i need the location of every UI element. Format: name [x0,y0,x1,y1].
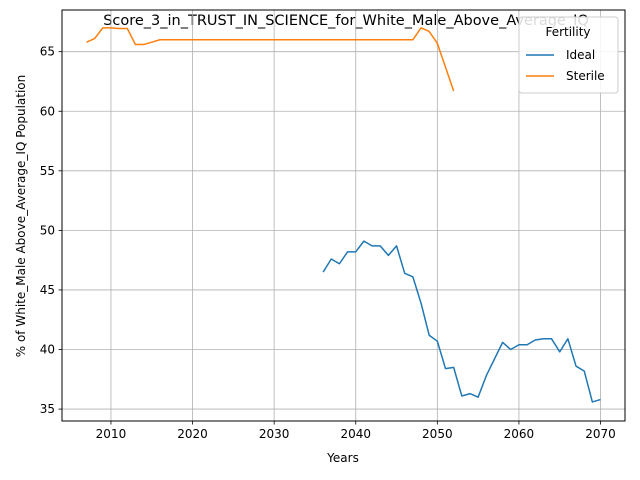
legend-label-ideal: Ideal [566,48,595,62]
x-tick-label: 2030 [259,427,290,441]
legend-label-sterile: Sterile [566,69,605,83]
plot-frame [61,9,626,422]
legend-box [518,16,619,94]
y-tick-label: 50 [40,223,55,237]
series-line-sterile [86,27,455,92]
x-tick-label: 2020 [177,427,208,441]
x-tick-label: 2040 [340,427,371,441]
x-tick-label: 2060 [504,427,535,441]
axis-ticks: 2010 2020 2030 2040 2050 2060 2070 35 40 45 50 55 60… [40,45,616,441]
x-tick-label: 2010 [96,427,127,441]
y-axis-label: % of White_Male Above_Average_IQ Populat… [14,75,28,358]
y-tick-label: 55 [40,164,55,178]
legend: Fertility Ideal Sterile [518,16,619,94]
y-tick-label: 40 [40,343,55,357]
legend-title: Fertility [545,25,590,39]
x-tick-label: 2070 [585,427,616,441]
series-line-ideal [322,240,601,403]
series-lines [86,27,601,403]
y-tick-label: 45 [40,283,55,297]
chart-title: Score_3_in_TRUST_IN_SCIENCE_for_White_Ma… [103,13,589,29]
y-tick-label: 65 [40,45,55,59]
x-tick-label: 2050 [422,427,453,441]
y-tick-label: 60 [40,104,55,118]
x-axis-label: Years [326,451,359,465]
y-tick-label: 35 [40,402,55,416]
